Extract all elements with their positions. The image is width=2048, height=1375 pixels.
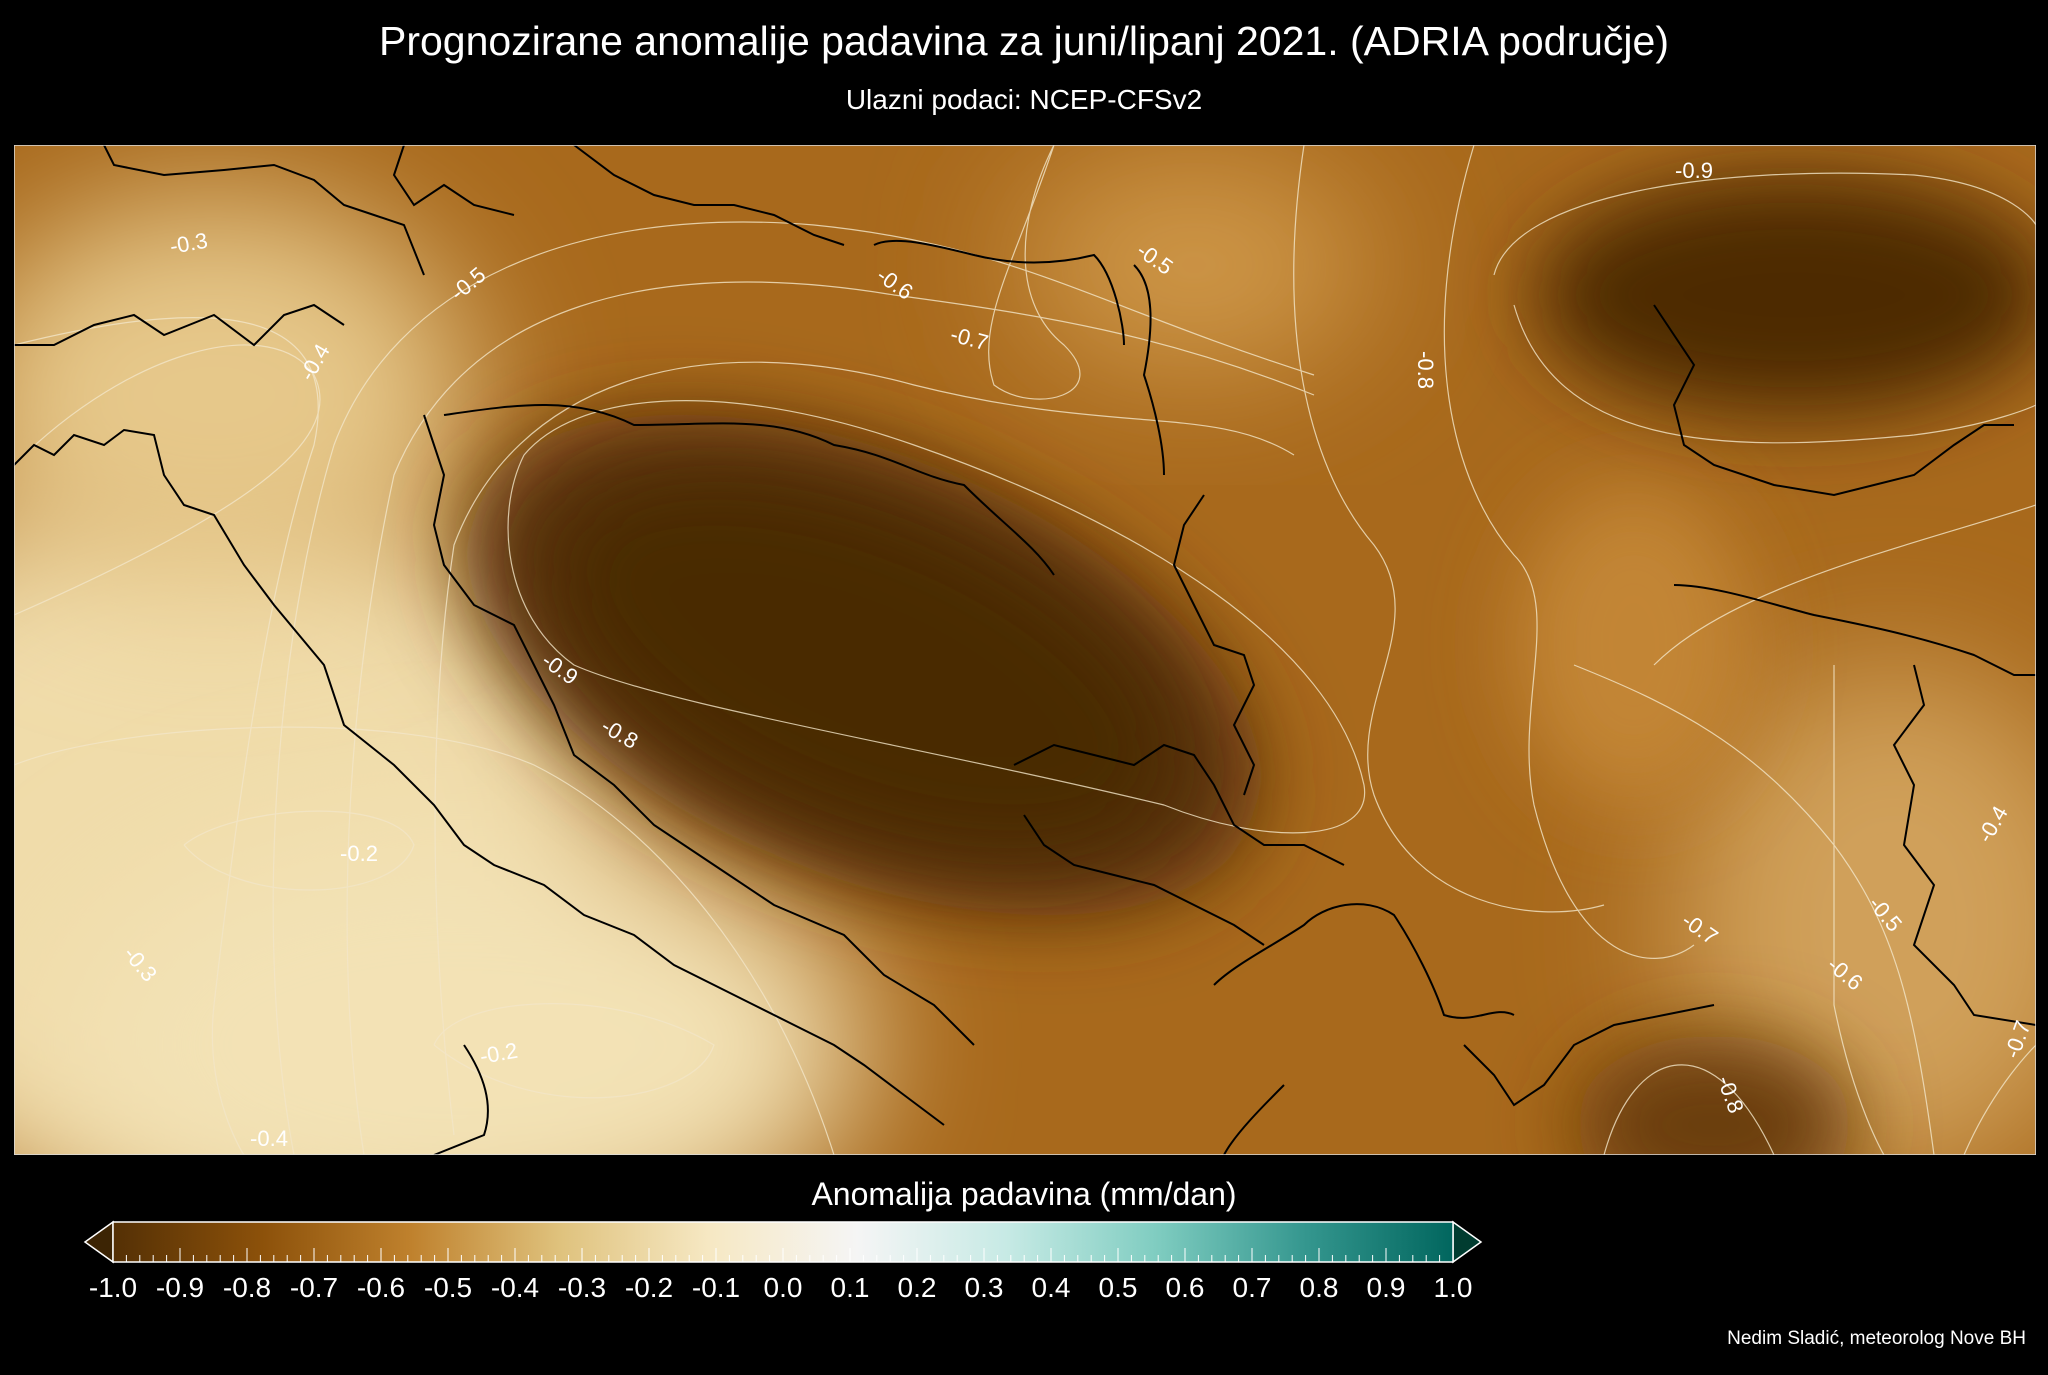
coastline	[1892, 664, 2036, 1026]
contour-label: -0.2	[340, 841, 378, 866]
coastline	[423, 414, 975, 1046]
colorbar-tick-label: 1.0	[1434, 1272, 1473, 1303]
colorbar-tick-label: 0.5	[1099, 1272, 1138, 1303]
colorbar-tick-label: 0.1	[831, 1272, 870, 1303]
contour-label: -0.9	[1675, 158, 1713, 183]
contour-line	[14, 317, 319, 1155]
colorbar-tick-label: -0.8	[223, 1272, 271, 1303]
colorbar-tick-label: -0.2	[625, 1272, 673, 1303]
contour-lines	[14, 145, 2036, 1155]
coastline	[1673, 584, 2036, 676]
contour-line	[1513, 304, 2036, 444]
chart-subtitle: Ulazni podaci: NCEP-CFSv2	[845, 84, 1203, 115]
chart-title: Prognozirane anomalije padavina za juni/…	[379, 18, 1669, 64]
anomaly-map: -0.3-0.5-0.4-0.6-0.5-0.7-0.9-0.8-0.9-0.8…	[14, 145, 2036, 1155]
colorbar-tick-label: 0.2	[898, 1272, 937, 1303]
colorbar-tick-label: 0.9	[1367, 1272, 1406, 1303]
colorbar: -1.0 -0.9 -0.8 -0.7 -0.6 -0.5 -0.4 -0.3 -0.2 -0.1…	[83, 1220, 1483, 1303]
contour-line	[14, 726, 835, 1155]
contour-line	[1293, 145, 1605, 913]
coastline	[1172, 494, 1256, 796]
coastline	[392, 145, 515, 216]
coastline	[1213, 903, 1515, 1019]
contour-line	[183, 810, 415, 891]
colorbar-tick-label: -0.7	[290, 1272, 338, 1303]
contour-label: -0.4	[250, 1126, 288, 1151]
colorbar-tick-label: -1.0	[89, 1272, 137, 1303]
colorbar-tick-label: -0.5	[424, 1272, 472, 1303]
anomaly-field	[14, 145, 2036, 1155]
colorbar-tick-label: 0.0	[764, 1272, 803, 1303]
colorbar-tick-label: 0.6	[1166, 1272, 1205, 1303]
coastline	[1013, 743, 1345, 866]
contour-line	[507, 400, 1366, 834]
coastline	[14, 428, 945, 1126]
contour-line	[1653, 504, 2036, 666]
contour-line	[1833, 665, 1885, 1155]
coastlines-borders	[14, 145, 2036, 1155]
colorbar-tick-label: -0.9	[156, 1272, 204, 1303]
coastline	[103, 145, 425, 276]
contour-line	[1963, 1044, 2036, 1155]
coastline	[443, 404, 1055, 576]
colorbar-tick-label: -0.3	[558, 1272, 606, 1303]
coastline	[1653, 304, 2014, 497]
credit: Nedim Sladić, meteorolog Nove BH	[1727, 1328, 2026, 1349]
contour-line	[988, 145, 1081, 400]
colorbar-title: Anomalija padavina (mm/dan)	[811, 1176, 1237, 1212]
colorbar-tick-label: -0.6	[357, 1272, 405, 1303]
contour-line	[14, 344, 321, 616]
colorbar-tick-label: -0.1	[692, 1272, 740, 1303]
colorbar-tick-label: 0.3	[965, 1272, 1004, 1303]
coastline	[433, 1044, 489, 1155]
contour-line	[1443, 145, 1695, 959]
colorbar-tick-label: 0.4	[1032, 1272, 1071, 1303]
contour-line	[433, 1003, 715, 1099]
colorbar-tick-label: 0.8	[1300, 1272, 1339, 1303]
contour-line	[434, 361, 1295, 1136]
coastline	[1223, 1084, 1285, 1155]
coastline	[573, 145, 845, 246]
colorbar-tick-label: 0.7	[1233, 1272, 1272, 1303]
contour-line	[1603, 1064, 1775, 1155]
contour-line	[346, 281, 1315, 1155]
coastline	[873, 239, 1125, 346]
contour-line	[1493, 172, 2036, 276]
coastline	[14, 303, 345, 347]
contour-line	[272, 221, 1315, 1155]
colorbar-tick-label: -0.4	[491, 1272, 539, 1303]
coastline	[1463, 1004, 1715, 1107]
coastline	[1023, 814, 1265, 946]
contour-label: -0.8	[1413, 351, 1438, 389]
coastline	[1133, 264, 1165, 476]
colorbar-extend-min	[83, 1220, 114, 1264]
colorbar-extend-max	[1452, 1220, 1483, 1264]
